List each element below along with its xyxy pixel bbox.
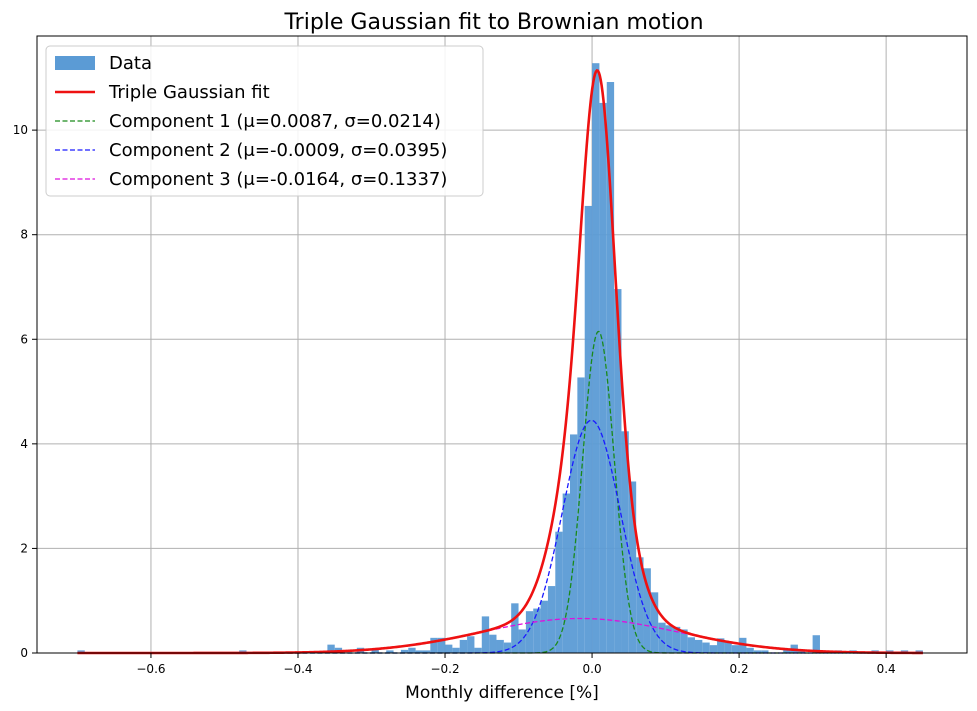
histogram-bar (658, 622, 666, 653)
legend: Data Triple Gaussian fit Component 1 (μ=0.… (45, 45, 484, 197)
histogram-bar (592, 63, 600, 654)
y-tick-label: 6 (20, 332, 28, 346)
histogram-bar (570, 434, 578, 653)
histogram-bar (452, 647, 460, 653)
histogram-bar (474, 647, 482, 653)
legend-label: Data (109, 53, 152, 74)
axis-ticks: −0.6 −0.4 −0.2 0.0 0.2 0.4 0 2 4 6 8 10 (13, 123, 896, 676)
histogram-bar (386, 650, 394, 653)
histogram-bar (687, 637, 695, 653)
legend-swatch (55, 56, 95, 70)
histogram-bar (518, 629, 526, 653)
histogram-bar (643, 568, 651, 653)
chart-title: Triple Gaussian fit to Brownian motion (283, 10, 703, 35)
histogram-bar (481, 616, 490, 653)
y-tick-label: 10 (13, 123, 28, 137)
histogram-bar (621, 431, 629, 653)
histogram-bar (422, 650, 431, 653)
histogram-bar (489, 634, 497, 653)
histogram-bar (636, 557, 644, 653)
histogram-bar (584, 205, 593, 653)
y-tick-label: 0 (20, 646, 28, 660)
y-tick-label: 8 (20, 228, 28, 242)
histogram-bar (702, 642, 710, 653)
x-tick-label: 0.0 (583, 662, 602, 676)
histogram-bar (445, 644, 453, 653)
x-tick-label: −0.4 (283, 662, 312, 676)
histogram-bar (672, 626, 681, 653)
histogram-bar (503, 642, 512, 653)
component-2-curve (77, 419, 923, 654)
histogram-bar (533, 608, 541, 653)
histogram-bar (467, 636, 475, 653)
histogram-bar (77, 650, 85, 653)
histogram-bar (408, 647, 416, 653)
legend-box (45, 45, 484, 197)
histogram-bar (437, 637, 446, 653)
histogram-bar (415, 650, 423, 653)
histogram-bar (650, 592, 659, 653)
histogram-bar (665, 625, 673, 653)
x-tick-label: −0.2 (430, 662, 459, 676)
x-axis-label: Monthly difference [%] (405, 683, 599, 703)
histogram-bar (511, 603, 519, 653)
histogram-bar (680, 629, 688, 653)
histogram-bar (614, 289, 622, 653)
y-tick-label: 4 (20, 437, 28, 451)
component-1-curve (77, 330, 923, 654)
histogram-bar (577, 377, 585, 653)
histogram-bar (496, 639, 504, 653)
histogram-bar (400, 649, 409, 653)
x-tick-label: 0.4 (877, 662, 896, 676)
histogram-bar (709, 645, 718, 653)
histogram-bar (371, 649, 379, 653)
legend-label: Component 2 (μ=-0.0009, σ=0.0395) (109, 140, 447, 161)
histogram-bar (812, 635, 820, 653)
histogram-bar (761, 650, 769, 653)
histogram-bar (327, 644, 335, 653)
histogram-bar (430, 637, 438, 653)
histogram-bar (459, 639, 468, 653)
x-tick-label: 0.2 (730, 662, 749, 676)
histogram-bar (724, 642, 732, 653)
histogram-bar (717, 638, 725, 653)
histogram-bar (694, 639, 703, 653)
legend-label: Component 3 (μ=-0.0164, σ=0.1337) (109, 169, 447, 190)
histogram-bar (525, 611, 534, 653)
histogram-bar (562, 493, 571, 653)
plot-frame (36, 35, 968, 654)
histogram-bar (797, 650, 806, 653)
histogram-bar (606, 82, 615, 654)
histogram-bar (731, 645, 740, 653)
x-tick-label: −0.6 (136, 662, 165, 676)
histogram-bar (783, 649, 791, 653)
y-tick-label: 2 (20, 541, 28, 555)
histogram-bar (753, 650, 762, 653)
histogram-bar (555, 531, 563, 653)
legend-label: Component 1 (μ=0.0087, σ=0.0214) (109, 111, 441, 132)
histogram-bar (746, 647, 754, 653)
histogram-bar (599, 102, 607, 653)
histogram-bar (540, 600, 548, 653)
legend-label: Triple Gaussian fit (108, 82, 270, 103)
